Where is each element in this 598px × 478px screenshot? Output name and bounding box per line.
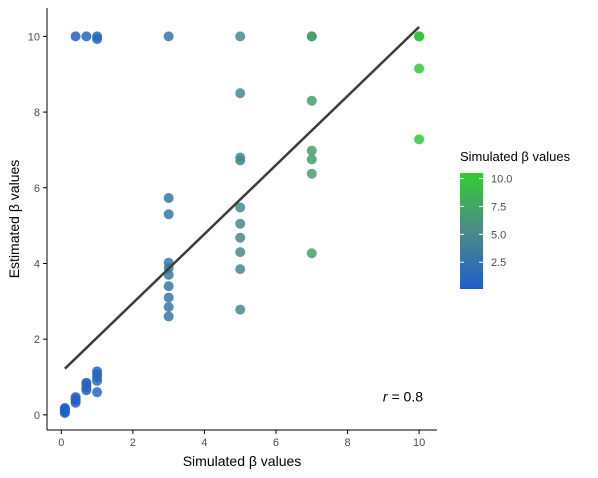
data-point (92, 34, 102, 44)
legend-tick-label: 7.5 (491, 201, 506, 213)
y-tick-label: 2 (34, 334, 40, 346)
data-point (81, 31, 91, 41)
data-point (71, 31, 81, 41)
legend-tick-label: 2.5 (491, 257, 506, 269)
data-point (164, 31, 174, 41)
data-point (164, 209, 174, 219)
data-point (164, 281, 174, 291)
x-axis-title: Simulated β values (183, 453, 302, 469)
plot-area: 0 2 4 6 8 10 0 2 4 6 8 10 r = 0.8 (28, 8, 437, 449)
color-legend: Simulated β values 2.5 5.0 7.5 10.0 (460, 149, 571, 289)
legend-tick-label: 10.0 (491, 174, 512, 186)
data-point (81, 378, 91, 388)
y-tick-label: 4 (34, 258, 40, 270)
data-point (235, 233, 245, 243)
data-point (414, 64, 424, 74)
legend-tick-label: 5.0 (491, 229, 506, 241)
x-tick-label: 6 (273, 437, 279, 449)
data-point (92, 387, 102, 397)
y-tick-label: 0 (34, 410, 40, 422)
data-point (164, 193, 174, 203)
x-axis-ticks: 0 2 4 6 8 10 (58, 430, 425, 449)
data-point (60, 403, 70, 413)
data-point (235, 219, 245, 229)
data-point (235, 31, 245, 41)
data-point (307, 154, 317, 164)
data-point (164, 311, 174, 321)
x-tick-label: 8 (344, 437, 350, 449)
correlation-value: = 0.8 (388, 389, 424, 405)
data-point (71, 392, 81, 402)
trend-line (65, 27, 419, 369)
data-point (235, 264, 245, 274)
data-point (164, 293, 174, 303)
data-point (414, 134, 424, 144)
data-point (307, 146, 317, 156)
data-point (235, 247, 245, 257)
correlation-annotation: r = 0.8 (383, 389, 423, 405)
x-tick-label: 4 (201, 437, 207, 449)
legend-colorbar (460, 173, 483, 289)
y-tick-label: 8 (34, 107, 40, 119)
data-point (164, 302, 174, 312)
data-point (414, 31, 424, 41)
y-tick-label: 6 (34, 183, 40, 195)
data-points (60, 31, 424, 418)
data-point (307, 169, 317, 179)
x-tick-label: 2 (130, 437, 136, 449)
legend-title: Simulated β values (460, 149, 571, 164)
data-point (307, 248, 317, 258)
y-tick-label: 10 (28, 31, 40, 43)
data-point (92, 366, 102, 376)
y-axis-title: Estimated β values (6, 160, 22, 279)
x-tick-label: 0 (58, 437, 64, 449)
data-point (235, 305, 245, 315)
data-point (307, 31, 317, 41)
data-point (235, 156, 245, 166)
x-tick-label: 10 (413, 437, 425, 449)
y-axis-ticks: 0 2 4 6 8 10 (28, 31, 47, 421)
data-point (307, 96, 317, 106)
data-point (235, 88, 245, 98)
